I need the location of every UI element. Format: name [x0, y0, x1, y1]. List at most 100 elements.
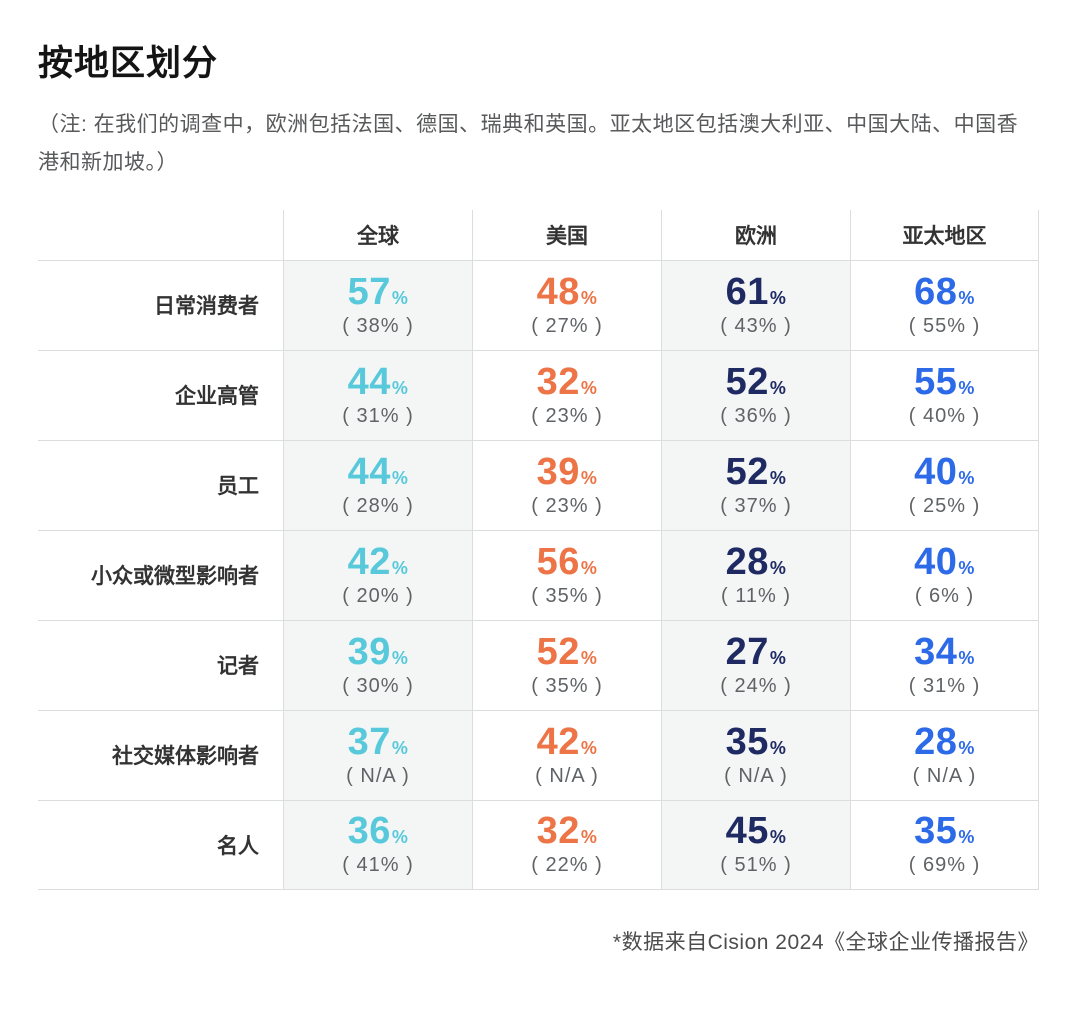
- value-secondary: ( 35% ): [531, 674, 603, 697]
- page-title: 按地区划分: [38, 44, 219, 83]
- value-secondary: ( 38% ): [342, 314, 414, 337]
- value-number: 44: [347, 360, 391, 403]
- value-percent: 35%: [914, 812, 975, 850]
- percent-sign: %: [769, 737, 787, 758]
- row-label: 社交媒体影响者: [38, 709, 283, 800]
- percent-sign: %: [580, 377, 598, 398]
- percent-sign: %: [958, 737, 975, 758]
- value-number: 28: [725, 540, 769, 583]
- value-percent: 40%: [914, 453, 975, 491]
- value-number: 42: [347, 540, 391, 583]
- percent-sign: %: [391, 287, 409, 308]
- value-percent: 28%: [726, 543, 787, 581]
- value-percent: 56%: [537, 543, 598, 581]
- data-cell: 44% ( 31% ): [283, 349, 472, 440]
- data-cell: 68% ( 55% ): [850, 259, 1039, 350]
- value-percent: 28%: [914, 723, 975, 761]
- value-secondary: ( 6% ): [914, 584, 975, 607]
- value-percent: 68%: [914, 273, 975, 311]
- value-percent: 36%: [348, 812, 409, 850]
- data-cell: 56% ( 35% ): [472, 529, 661, 620]
- value-number: 61: [725, 270, 769, 313]
- percent-sign: %: [958, 647, 975, 668]
- value-secondary: ( 25% ): [908, 494, 981, 517]
- percent-sign: %: [391, 737, 409, 758]
- row-label: 员工: [38, 439, 283, 530]
- value-secondary: ( 23% ): [531, 494, 603, 517]
- value-secondary: ( 22% ): [531, 854, 603, 877]
- value-secondary: ( 40% ): [908, 404, 981, 427]
- data-cell: 39% ( 30% ): [283, 619, 472, 710]
- percent-sign: %: [391, 377, 409, 398]
- data-cell: 37% ( N/A ): [283, 709, 472, 800]
- value-secondary: ( 28% ): [342, 494, 414, 517]
- value-percent: 45%: [726, 812, 787, 850]
- data-cell: 48% ( 27% ): [472, 259, 661, 350]
- value-number: 32: [536, 360, 580, 403]
- percent-sign: %: [580, 737, 598, 758]
- data-cell: 28% ( 11% ): [661, 529, 850, 620]
- data-cell: 27% ( 24% ): [661, 619, 850, 710]
- table-corner-cell: [38, 210, 283, 260]
- data-cell: 40% ( 25% ): [850, 439, 1039, 530]
- value-percent: 52%: [726, 363, 787, 401]
- data-cell: 28% ( N/A ): [850, 709, 1039, 800]
- note-text: （注: 在我们的调查中，欧洲包括法国、德国、瑞典和英国。亚太地区包括澳大利亚、中…: [38, 113, 1019, 175]
- value-number: 27: [725, 630, 769, 673]
- value-number: 45: [725, 810, 769, 853]
- value-secondary: ( 43% ): [720, 314, 792, 337]
- data-cell: 32% ( 22% ): [472, 799, 661, 890]
- data-cell: 61% ( 43% ): [661, 259, 850, 350]
- value-percent: 37%: [348, 723, 409, 761]
- percent-sign: %: [580, 467, 598, 488]
- value-number: 35: [725, 720, 769, 763]
- row-label: 企业高管: [38, 349, 283, 440]
- percent-sign: %: [580, 287, 598, 308]
- data-cell: 52% ( 35% ): [472, 619, 661, 710]
- value-number: 39: [536, 450, 580, 493]
- value-secondary: ( 31% ): [908, 674, 981, 697]
- data-cell: 36% ( 41% ): [283, 799, 472, 890]
- value-secondary: ( N/A ): [912, 764, 977, 787]
- data-cell: 34% ( 31% ): [850, 619, 1039, 710]
- value-number: 44: [347, 450, 391, 493]
- percent-sign: %: [580, 647, 598, 668]
- value-number: 39: [347, 630, 391, 673]
- value-secondary: ( 37% ): [720, 494, 792, 517]
- value-number: 32: [536, 810, 580, 853]
- column-header: 亚太地区: [850, 209, 1039, 260]
- value-percent: 40%: [914, 543, 975, 581]
- value-number: 42: [536, 720, 580, 763]
- data-cell: 39% ( 23% ): [472, 439, 661, 530]
- percent-sign: %: [769, 287, 787, 308]
- percent-sign: %: [769, 557, 787, 578]
- percent-sign: %: [769, 377, 787, 398]
- value-secondary: ( 69% ): [908, 854, 981, 877]
- value-percent: 32%: [537, 812, 598, 850]
- value-number: 52: [725, 450, 769, 493]
- row-label: 日常消费者: [38, 259, 283, 350]
- value-number: 35: [914, 810, 958, 853]
- value-secondary: ( 11% ): [721, 584, 791, 607]
- data-cell: 42% ( N/A ): [472, 709, 661, 800]
- value-secondary: ( N/A ): [346, 764, 410, 787]
- column-header: 欧洲: [661, 209, 850, 260]
- value-secondary: ( 30% ): [342, 674, 414, 697]
- value-percent: 61%: [726, 273, 787, 311]
- region-table: 全球 美国 欧洲 亚太地区 日常消费者 57% ( 38% ) 48% ( 27% ) 61% ( …: [38, 209, 1039, 890]
- value-number: 52: [536, 630, 580, 673]
- value-secondary: ( 27% ): [531, 314, 603, 337]
- row-label: 小众或微型影响者: [38, 529, 283, 620]
- data-cell: 44% ( 28% ): [283, 439, 472, 530]
- percent-sign: %: [958, 557, 975, 578]
- value-number: 40: [914, 450, 958, 493]
- percent-sign: %: [391, 647, 409, 668]
- percent-sign: %: [958, 377, 975, 398]
- row-label: 记者: [38, 619, 283, 710]
- percent-sign: %: [391, 827, 409, 848]
- value-number: 57: [347, 270, 391, 313]
- percent-sign: %: [769, 467, 787, 488]
- column-header: 美国: [472, 209, 661, 260]
- value-number: 56: [536, 540, 580, 583]
- value-number: 37: [347, 720, 391, 763]
